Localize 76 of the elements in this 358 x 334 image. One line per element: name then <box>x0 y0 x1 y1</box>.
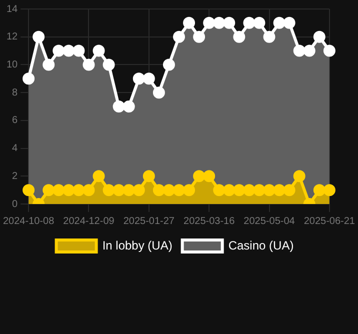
y-tick-label: 14 <box>6 4 18 15</box>
point <box>82 184 95 196</box>
point <box>72 184 85 196</box>
point <box>72 44 85 57</box>
x-tick-label: 2025-05-04 <box>244 216 296 227</box>
point <box>323 184 336 196</box>
point <box>273 16 286 29</box>
point <box>253 184 266 196</box>
point <box>323 44 336 57</box>
point <box>243 184 256 196</box>
legend-label: Casino (UA) <box>228 238 294 252</box>
point <box>22 72 35 85</box>
point <box>82 58 95 71</box>
point <box>142 72 155 85</box>
point <box>223 16 236 29</box>
point <box>112 100 125 112</box>
point <box>243 16 256 29</box>
point <box>92 170 105 182</box>
point <box>293 170 306 182</box>
point <box>253 16 266 29</box>
point <box>112 184 125 196</box>
point <box>183 16 196 29</box>
x-tick-label: 2025-03-16 <box>184 216 236 227</box>
point <box>92 44 105 57</box>
point <box>152 184 165 196</box>
point <box>142 170 155 182</box>
point <box>233 184 246 196</box>
point <box>102 184 115 196</box>
y-tick-label: 8 <box>12 87 18 98</box>
point <box>193 30 206 43</box>
point <box>313 184 326 196</box>
point <box>213 16 226 29</box>
point <box>62 184 75 196</box>
point <box>22 184 35 196</box>
point <box>203 16 216 29</box>
point <box>223 184 236 196</box>
point <box>283 16 296 29</box>
x-tick-label: 2024-12-09 <box>63 216 115 227</box>
point <box>162 58 175 71</box>
point <box>193 170 206 182</box>
point <box>102 58 115 71</box>
point <box>32 30 45 43</box>
y-tick-label: 6 <box>12 115 18 126</box>
point <box>263 184 276 196</box>
point <box>263 30 276 43</box>
point <box>132 72 145 85</box>
point <box>52 184 65 196</box>
y-tick-label: 4 <box>12 143 18 154</box>
point <box>52 44 65 57</box>
point <box>122 100 135 112</box>
x-tick-label: 2024-10-08 <box>3 216 55 227</box>
legend-label: In lobby (UA) <box>102 238 172 252</box>
point <box>183 184 196 196</box>
point <box>213 184 226 196</box>
y-tick-label: 10 <box>6 59 18 70</box>
point <box>42 58 55 71</box>
y-tick-label: 2 <box>12 170 18 182</box>
point <box>162 184 175 196</box>
point <box>173 184 185 196</box>
point <box>293 44 306 57</box>
point <box>62 44 75 57</box>
point <box>303 44 316 57</box>
point <box>283 184 296 196</box>
point <box>203 170 216 182</box>
x-tick-label: 2025-06-21 <box>304 216 356 227</box>
point <box>132 184 145 196</box>
point <box>313 30 326 43</box>
point <box>42 184 55 196</box>
point <box>152 86 165 99</box>
point <box>122 184 135 196</box>
y-tick-label: 12 <box>6 32 18 43</box>
point <box>273 184 286 196</box>
point <box>173 30 185 43</box>
x-tick-label: 2025-01-27 <box>123 216 175 227</box>
point <box>233 30 246 43</box>
y-tick-label: 0 <box>12 198 18 210</box>
